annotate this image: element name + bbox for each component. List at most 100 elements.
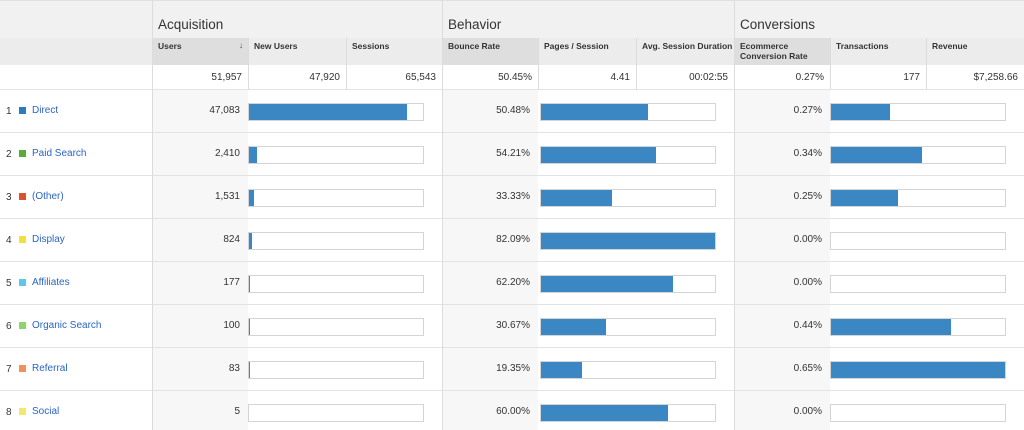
group-header-conversions: Conversions [734, 0, 1024, 38]
legend-swatch [19, 365, 26, 372]
total-ecommerce-conversion-rate: 0.27% [734, 65, 830, 89]
divider [734, 0, 735, 430]
row-index: 3 [6, 192, 12, 203]
row-bounce-bar-cell [540, 90, 734, 132]
conversion-bar-track [830, 189, 1006, 207]
row-dimension-cell: 3 (Other) [0, 176, 152, 218]
sort-desc-icon[interactable]: ↓ [239, 41, 243, 50]
conversion-bar-fill [831, 190, 898, 206]
row-bounce-bar-cell [540, 133, 734, 175]
divider [152, 0, 153, 430]
row-users-value: 83 [152, 348, 248, 390]
users-bar-track [248, 232, 424, 250]
bounce-bar-fill [541, 319, 607, 335]
row-users-bar-cell [248, 391, 442, 430]
conversion-bar-fill [831, 147, 922, 163]
row-conversion-bar-cell [830, 391, 1024, 430]
row-conversion-rate-value: 0.25% [734, 176, 830, 218]
row-conversion-rate-value: 0.00% [734, 219, 830, 261]
group-header-blank [0, 0, 152, 38]
table-row: 1 Direct 47,083 50.48% 0.27% [0, 89, 1024, 132]
bounce-bar-track [540, 189, 716, 207]
bounce-bar-track [540, 103, 716, 121]
col-header-transactions[interactable]: Transactions [830, 38, 926, 65]
table-row: 3 (Other) 1,531 33.33% 0.25% [0, 175, 1024, 218]
col-header-avg-session-duration[interactable]: Avg. Session Duration [636, 38, 734, 65]
table-row: 7 Referral 83 19.35% 0.65% [0, 347, 1024, 390]
channel-link[interactable]: Affiliates [32, 277, 70, 288]
conversion-bar-track [830, 275, 1006, 293]
row-conversion-rate-value: 0.65% [734, 348, 830, 390]
channel-link[interactable]: Direct [32, 105, 59, 116]
row-bounce-rate-value: 50.48% [442, 90, 538, 132]
channel-link[interactable]: (Other) [32, 191, 64, 202]
users-bar-track [248, 318, 424, 336]
table-row: 4 Display 824 82.09% 0.00% [0, 218, 1024, 261]
row-dimension-cell: 6 Organic Search [0, 305, 152, 347]
channel-link[interactable]: Organic Search [32, 320, 102, 331]
users-bar-fill [249, 147, 257, 163]
bounce-bar-track [540, 232, 716, 250]
row-dimension-cell: 2 Paid Search [0, 133, 152, 175]
dimension-header [0, 38, 152, 65]
col-header-ecommerce-conversion-rate[interactable]: Ecommerce Conversion Rate [734, 38, 830, 65]
row-dimension-cell: 8 Social [0, 391, 152, 430]
row-dimension-cell: 1 Direct [0, 90, 152, 132]
row-index: 2 [6, 149, 12, 160]
legend-swatch [19, 193, 26, 200]
row-users-bar-cell [248, 90, 442, 132]
bounce-bar-fill [541, 104, 648, 120]
table-row: 5 Affiliates 177 62.20% 0.00% [0, 261, 1024, 304]
bounce-bar-fill [541, 233, 715, 249]
row-bounce-rate-value: 54.21% [442, 133, 538, 175]
row-conversion-bar-cell [830, 262, 1024, 304]
users-bar-track [248, 275, 424, 293]
row-users-bar-cell [248, 176, 442, 218]
table-row: 2 Paid Search 2,410 54.21% 0.34% [0, 132, 1024, 175]
users-bar-track [248, 146, 424, 164]
total-avg-session-duration: 00:02:55 [636, 65, 734, 89]
col-header-new-users[interactable]: New Users [248, 38, 346, 65]
conversion-bar-track [830, 361, 1006, 379]
bounce-bar-track [540, 318, 716, 336]
channel-link[interactable]: Social [32, 406, 60, 417]
channel-link[interactable]: Display [32, 234, 65, 245]
row-conversion-rate-value: 0.27% [734, 90, 830, 132]
row-users-bar-cell [248, 348, 442, 390]
channel-link[interactable]: Paid Search [32, 148, 87, 159]
bounce-bar-fill [541, 405, 669, 421]
row-index: 4 [6, 235, 12, 246]
legend-swatch [19, 322, 26, 329]
bounce-bar-fill [541, 190, 612, 206]
conversion-bar-track [830, 318, 1006, 336]
legend-swatch [19, 408, 26, 415]
group-header-acquisition: Acquisition [152, 0, 442, 38]
row-users-value: 1,531 [152, 176, 248, 218]
col-header-sessions[interactable]: Sessions [346, 38, 442, 65]
row-users-bar-cell [248, 219, 442, 261]
users-bar-fill [249, 190, 255, 206]
conversion-bar-fill [831, 104, 891, 120]
bounce-bar-fill [541, 147, 656, 163]
col-header-users[interactable]: Users ↓ [152, 38, 248, 65]
row-bounce-bar-cell [540, 262, 734, 304]
row-conversion-rate-value: 0.00% [734, 391, 830, 430]
row-index: 6 [6, 321, 12, 332]
channel-link[interactable]: Referral [32, 363, 68, 374]
row-users-value: 100 [152, 305, 248, 347]
total-bounce-rate: 50.45% [442, 65, 538, 89]
row-index: 5 [6, 278, 12, 289]
divider [442, 0, 443, 430]
conversion-bar-track [830, 404, 1006, 422]
row-conversion-bar-cell [830, 219, 1024, 261]
col-header-bounce-rate[interactable]: Bounce Rate [442, 38, 538, 65]
row-conversion-bar-cell [830, 90, 1024, 132]
conversion-bar-track [830, 103, 1006, 121]
group-header-behavior: Behavior [442, 0, 734, 38]
users-bar-track [248, 361, 424, 379]
row-users-bar-cell [248, 133, 442, 175]
row-users-value: 47,083 [152, 90, 248, 132]
users-bar-fill [249, 233, 252, 249]
col-header-pages-per-session[interactable]: Pages / Session [538, 38, 636, 65]
col-header-revenue[interactable]: Revenue [926, 38, 1024, 65]
